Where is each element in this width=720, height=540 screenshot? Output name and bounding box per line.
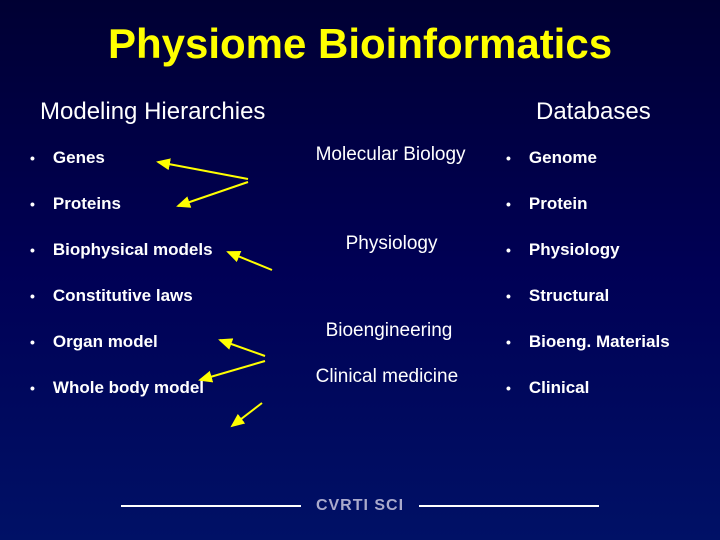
left-column: Modeling Hierarchies • Genes • Proteins • B… — [20, 98, 306, 424]
item-label: Genes — [53, 148, 105, 168]
bullet-icon: • — [506, 242, 511, 258]
footer-logo: CVRTI SCI — [316, 497, 404, 515]
middle-column: Molecular Biology Physiology Bioengineer… — [306, 98, 496, 424]
item-label: Physiology — [529, 240, 620, 260]
list-item: • Organ model — [30, 332, 306, 352]
content-columns: Modeling Hierarchies • Genes • Proteins • B… — [0, 98, 720, 424]
list-item: • Structural — [506, 286, 700, 306]
bullet-icon: • — [30, 380, 35, 396]
bullet-icon: • — [30, 196, 35, 212]
item-label: Genome — [529, 148, 597, 168]
list-item: • Proteins — [30, 194, 306, 214]
list-item: • Constitutive laws — [30, 286, 306, 306]
list-item: • Clinical — [506, 378, 700, 398]
mid-label: Physiology — [346, 233, 438, 255]
item-label: Protein — [529, 194, 588, 214]
bullet-icon: • — [30, 334, 35, 350]
list-item: • Physiology — [506, 240, 700, 260]
list-item: • Protein — [506, 194, 700, 214]
bullet-icon: • — [506, 334, 511, 350]
item-label: Biophysical models — [53, 240, 213, 260]
left-header: Modeling Hierarchies — [30, 98, 306, 126]
bullet-icon: • — [30, 288, 35, 304]
right-column: Databases • Genome • Protein • Physiology •… — [496, 98, 700, 424]
item-label: Constitutive laws — [53, 286, 193, 306]
list-item: • Genes — [30, 148, 306, 168]
mid-label: Molecular Biology — [316, 144, 466, 166]
bullet-icon: • — [506, 150, 511, 166]
item-label: Clinical — [529, 378, 589, 398]
bullet-icon: • — [30, 150, 35, 166]
footer-line-right — [419, 505, 599, 507]
bullet-icon: • — [506, 288, 511, 304]
footer-line-left — [121, 505, 301, 507]
item-label: Whole body model — [53, 378, 204, 398]
list-item: • Biophysical models — [30, 240, 306, 260]
list-item: • Bioeng. Materials — [506, 332, 700, 352]
bullet-icon: • — [30, 242, 35, 258]
bullet-icon: • — [506, 380, 511, 396]
mid-label: Bioengineering — [326, 320, 453, 342]
right-header: Databases — [506, 98, 700, 126]
item-label: Organ model — [53, 332, 158, 352]
slide-title: Physiome Bioinformatics — [0, 0, 720, 98]
item-label: Structural — [529, 286, 609, 306]
item-label: Bioeng. Materials — [529, 332, 670, 352]
footer: CVRTI SCI — [0, 497, 720, 515]
bullet-icon: • — [506, 196, 511, 212]
item-label: Proteins — [53, 194, 121, 214]
list-item: • Genome — [506, 148, 700, 168]
list-item: • Whole body model — [30, 378, 306, 398]
mid-label: Clinical medicine — [316, 366, 459, 388]
